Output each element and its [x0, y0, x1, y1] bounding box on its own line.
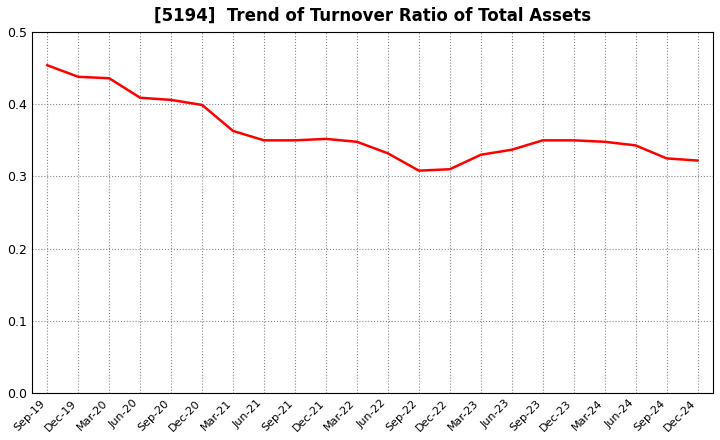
Title: [5194]  Trend of Turnover Ratio of Total Assets: [5194] Trend of Turnover Ratio of Total … — [154, 7, 591, 25]
